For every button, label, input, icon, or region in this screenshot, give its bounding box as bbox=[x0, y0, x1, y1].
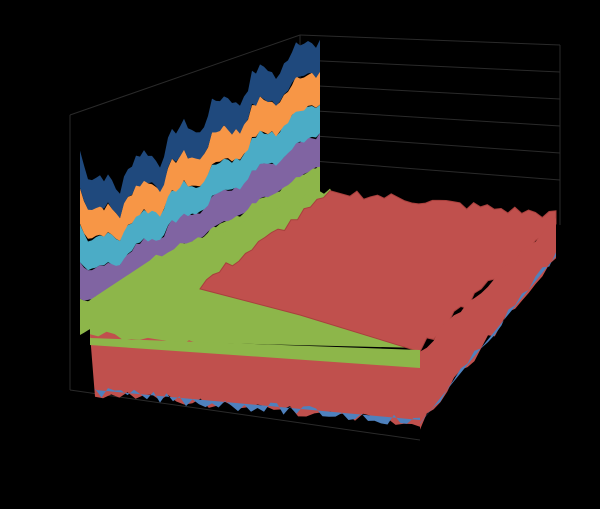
surface-band bbox=[80, 104, 320, 271]
surface-underside bbox=[420, 252, 556, 424]
surface-band bbox=[80, 133, 320, 301]
surface-underside bbox=[95, 388, 420, 425]
surface-front-band bbox=[90, 338, 420, 368]
grid-line bbox=[299, 159, 561, 181]
grid-line bbox=[69, 389, 421, 441]
surface-side bbox=[420, 218, 556, 430]
surface-top bbox=[199, 190, 557, 353]
surface-band bbox=[80, 71, 320, 241]
surface bbox=[80, 39, 557, 430]
grid-line bbox=[299, 134, 561, 154]
surface-band bbox=[80, 39, 320, 219]
grid-line bbox=[299, 59, 561, 73]
grid-line bbox=[299, 84, 561, 100]
grid-line bbox=[69, 34, 301, 116]
grid-line bbox=[299, 109, 561, 127]
grid-line bbox=[299, 34, 561, 46]
